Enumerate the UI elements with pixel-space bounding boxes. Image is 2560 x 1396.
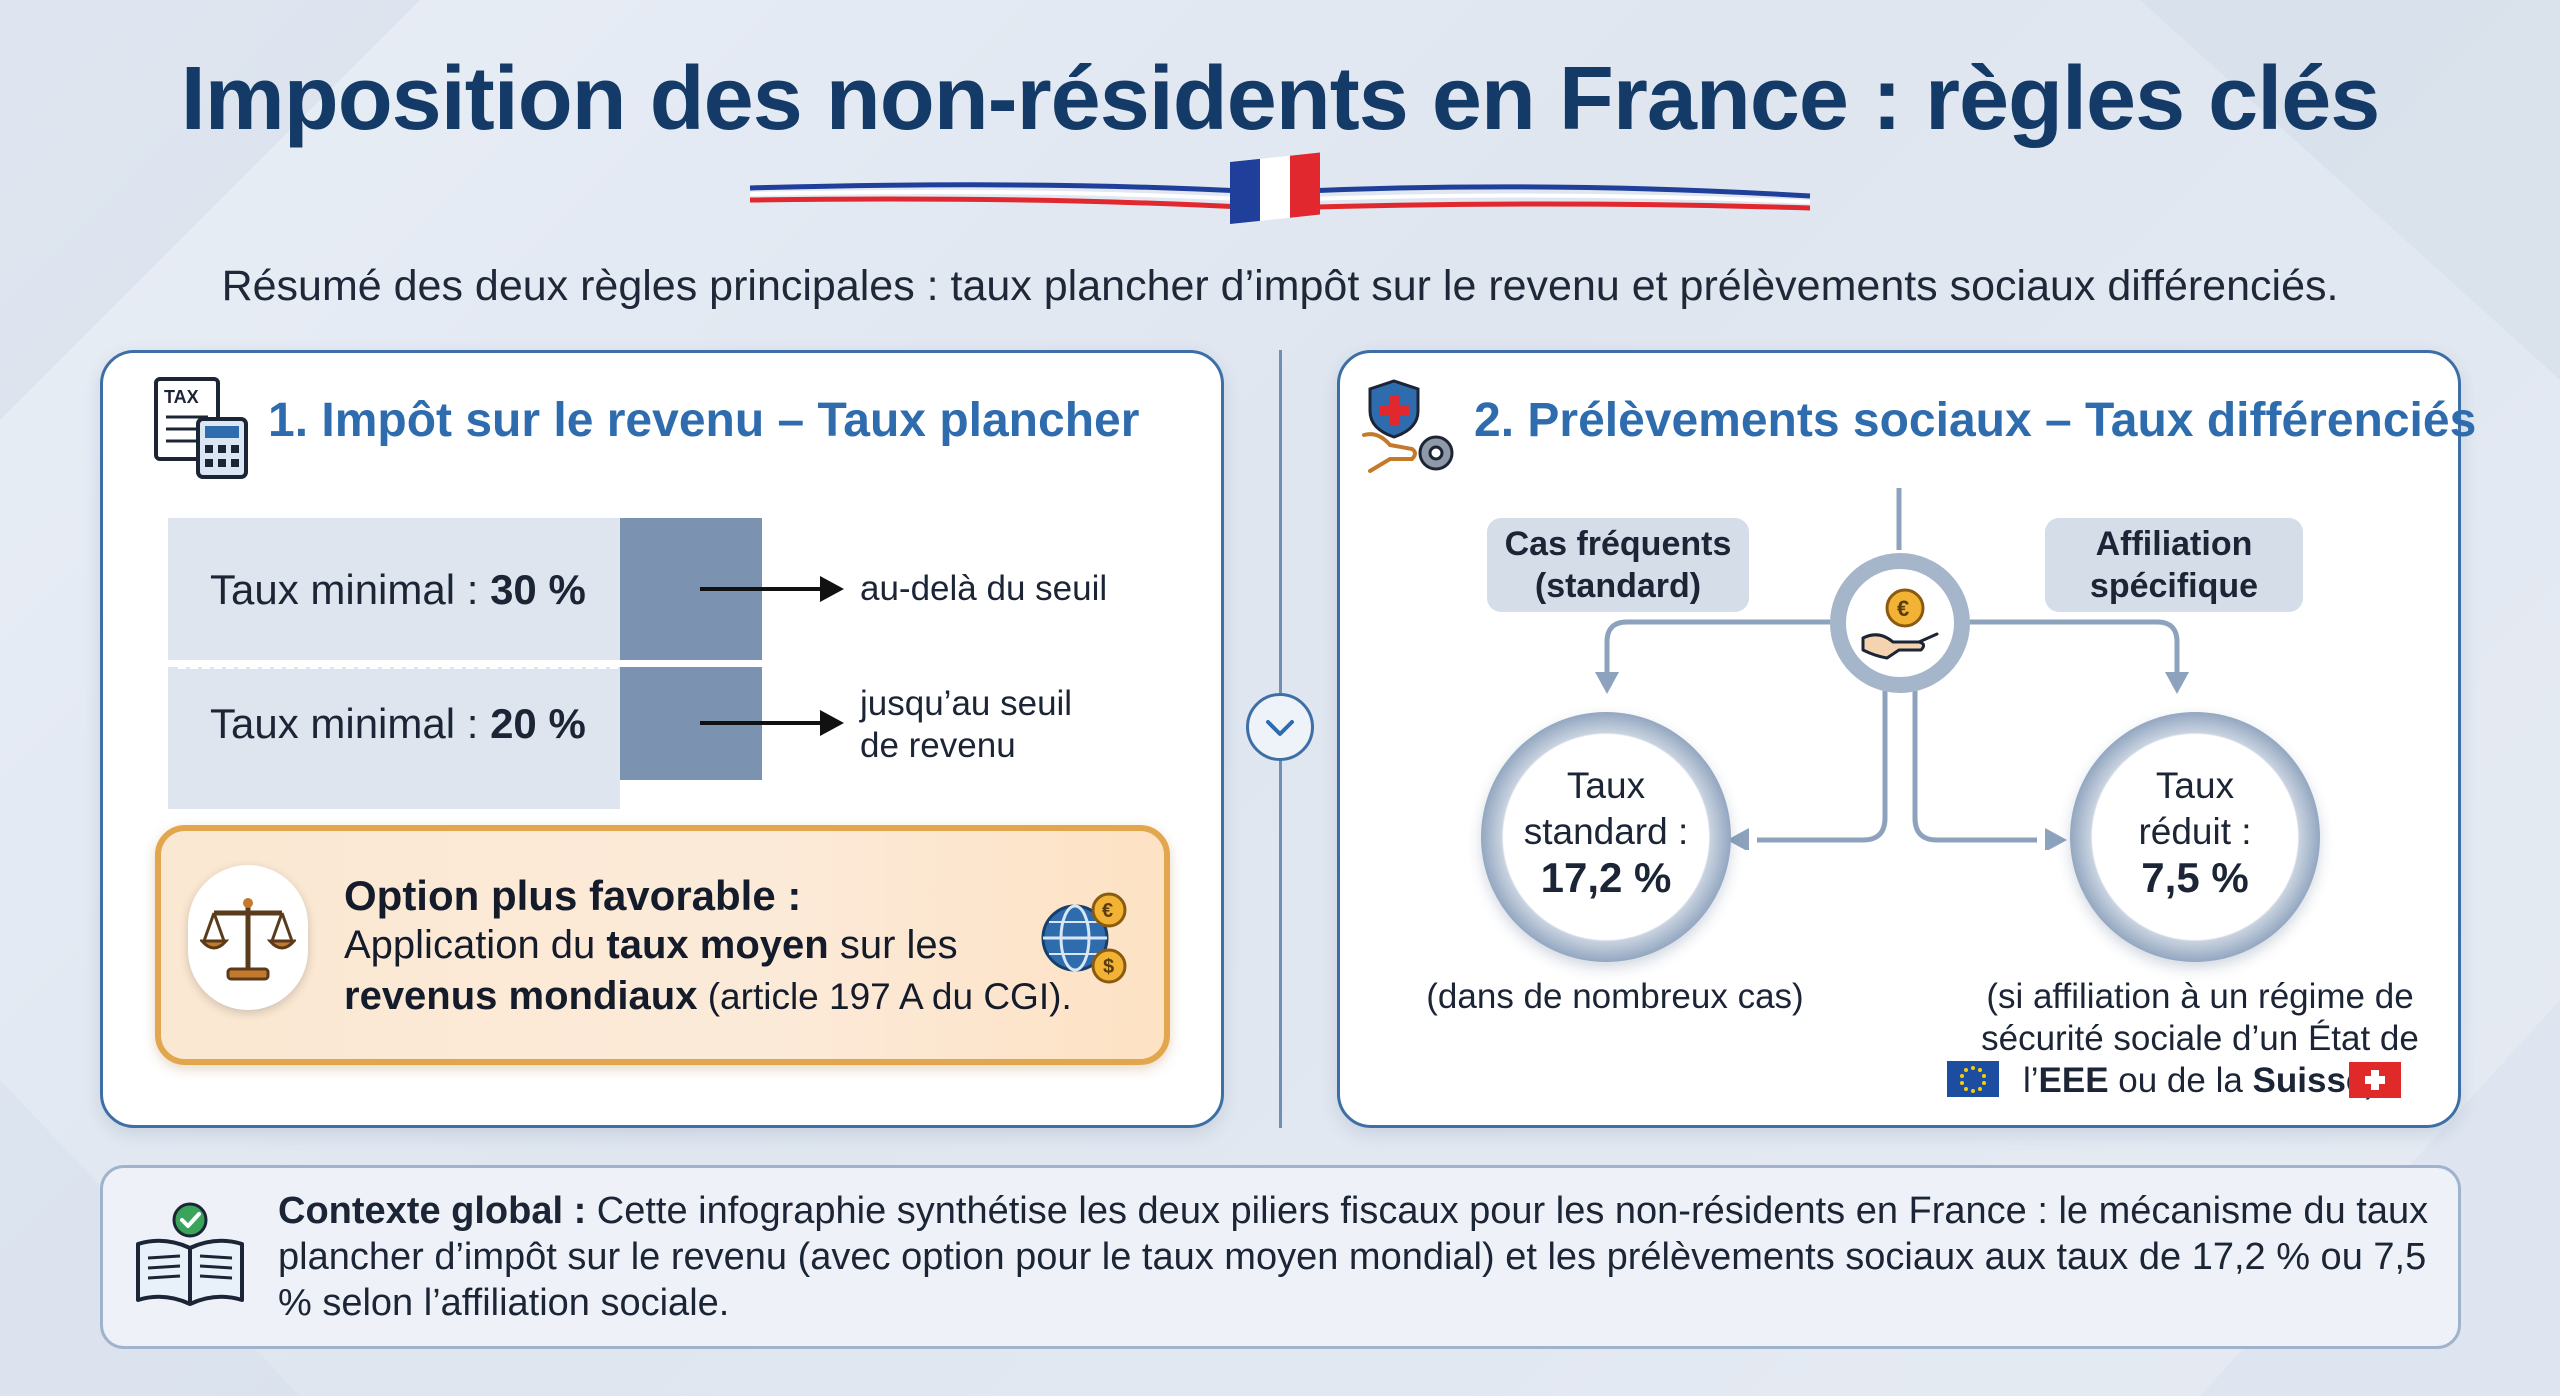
divider-circle — [1246, 693, 1314, 761]
reduced-rate-value: 7,5 % — [2141, 854, 2249, 901]
note-line: jusqu’au seuil — [860, 684, 1073, 723]
svg-text:€: € — [1897, 596, 1909, 621]
rate-row-30 — [168, 518, 620, 660]
favorable-option-box — [155, 825, 1170, 1065]
note-line: l’ — [2022, 1061, 2039, 1100]
tax-icon-text: TAX — [164, 387, 199, 407]
option-text: Application du taux moyen sur les revenu… — [344, 920, 1084, 1022]
rate-value: 30 % — [490, 566, 586, 613]
specific-affiliation-pill: Affiliation spécifique — [2045, 518, 2303, 612]
rate-prefix: Taux minimal : — [210, 700, 491, 747]
rate-prefix: Taux minimal : — [210, 566, 491, 613]
circle-line: réduit : — [2138, 811, 2252, 852]
reduced-rate-text: Taux réduit :7,5 % — [2070, 763, 2320, 903]
circle-line: standard : — [1523, 811, 1689, 852]
threshold-note-20: jusqu’au seuil de revenu — [860, 683, 1072, 767]
circle-line: Taux — [1566, 765, 1646, 806]
flow-connectors — [1595, 488, 2189, 850]
pill-line: Affiliation — [2095, 525, 2253, 563]
option-title: Option plus favorable : — [344, 872, 802, 919]
globe-currency-icon: € $ — [1041, 892, 1127, 984]
note-line: au-delà du seuil — [860, 569, 1108, 608]
standard-rate-circle — [1481, 712, 1731, 962]
frequent-cases-pill: Cas fréquents (standard) — [1487, 518, 1749, 612]
option-bold-average-rate: taux moyen — [606, 923, 829, 967]
tax-calculator-icon: TAX — [154, 377, 248, 479]
page-subtitle: Résumé des deux règles principales : tau… — [221, 262, 2339, 310]
arrow-30 — [700, 576, 844, 602]
context-label: Contexte global : — [278, 1190, 587, 1232]
pill-line: spécifique — [2089, 567, 2259, 605]
arrow-20 — [700, 710, 844, 736]
page-title: Imposition des non-résidents en France :… — [180, 49, 2381, 149]
option-bold-world-income: revenus mondiaux — [344, 974, 698, 1018]
standard-rate-text: Taux standard :17,2 % — [1481, 763, 1731, 903]
option-text-part: sur les — [828, 923, 958, 967]
pill-line: Cas fréquents — [1504, 525, 1732, 563]
rate-row-20 — [168, 667, 620, 809]
rate-divider — [178, 665, 618, 669]
rate-value: 20 % — [490, 700, 586, 747]
book-check-icon — [136, 1202, 244, 1306]
standard-rate-note: (dans de nombreux cas) — [1426, 977, 1804, 1016]
note-line: ou de la — [2108, 1061, 2253, 1100]
rate-label-30: Taux minimal : 30 % — [210, 566, 586, 614]
swiss-flag-icon — [2349, 1062, 2401, 1098]
rate-label-20: Taux minimal : 20 % — [210, 700, 586, 748]
note-line: (si affiliation à un régime de — [1986, 977, 2414, 1016]
scales-icon — [200, 898, 296, 981]
option-article-ref: (article 197 A du CGI). — [697, 976, 1072, 1017]
pill-line: (standard) — [1534, 567, 1702, 605]
eee-label: EEE — [2038, 1061, 2109, 1100]
health-shield-gear-icon — [1362, 379, 1454, 473]
section2-title: 2. Prélèvements sociaux – Taux différenc… — [1474, 394, 2477, 447]
circle-line: Taux — [2155, 765, 2235, 806]
suisse-label: Suisse — [2252, 1061, 2366, 1100]
note-line: sécurité sociale d’un État de — [1981, 1019, 2419, 1058]
chevron-down-icon — [1266, 720, 1294, 736]
global-context-text: Contexte global : Cette infographie synt… — [278, 1188, 2438, 1326]
eu-flag-icon — [1947, 1061, 1999, 1097]
global-context-box — [100, 1165, 2461, 1349]
hand-euro-icon: € — [1830, 553, 1970, 693]
reduced-rate-note: (si affiliation à un régime de sécurité s… — [1940, 976, 2460, 1102]
french-flag-ribbon — [749, 152, 1811, 224]
option-text-part: Application du — [344, 923, 607, 967]
threshold-note-30: au-delà du seuil — [860, 568, 1107, 610]
note-line: de revenu — [860, 726, 1016, 765]
svg-text:€: € — [1102, 900, 1113, 922]
context-body: Cette infographie synthétise les deux pi… — [278, 1190, 2429, 1324]
reduced-rate-circle — [2070, 712, 2320, 962]
svg-text:$: $ — [1103, 956, 1114, 978]
section1-title: 1. Impôt sur le revenu – Taux plancher — [268, 394, 1140, 447]
standard-rate-value: 17,2 % — [1540, 854, 1672, 901]
